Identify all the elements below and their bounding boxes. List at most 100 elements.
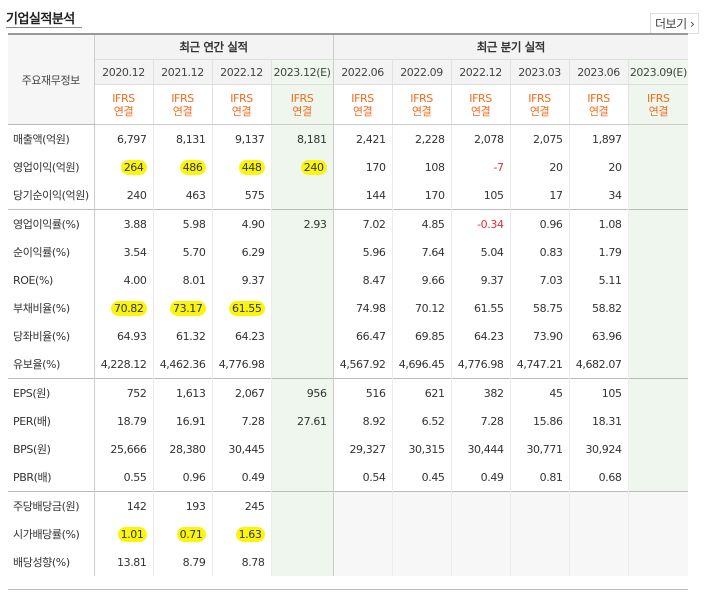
- period-header: 2020.12: [93, 59, 153, 85]
- row-label: 배당성향(%): [8, 548, 95, 576]
- cell-value: [332, 491, 393, 520]
- cell-value: 382: [450, 378, 511, 407]
- row-label: 당좌비율(%): [8, 322, 95, 350]
- cell-value: [270, 238, 334, 266]
- cell-value: [627, 548, 689, 576]
- ifrs-badge: IFRS 연결: [391, 84, 452, 125]
- cell-value: 34: [568, 181, 629, 210]
- cell-value: 575: [211, 181, 271, 210]
- cell-value: 8,131: [152, 124, 212, 153]
- ifrs-label: IFRS: [587, 91, 610, 105]
- cell-value: 108: [391, 153, 452, 181]
- highlighted-value: 61.55: [229, 300, 265, 316]
- table-row: PBR(배) 0.55 0.96 0.49 0.54 0.45 0.49 0.81 0.68: [8, 463, 689, 492]
- ifrs-label: IFRS: [171, 91, 194, 105]
- ifrs-badge: IFRS 연결: [152, 84, 212, 125]
- cell-value: 13.81: [93, 548, 153, 576]
- cell-value: 4,567.92: [332, 350, 393, 379]
- cell-value: 74.98: [332, 294, 393, 322]
- period-header: 2023.09(E): [627, 59, 689, 85]
- title-underline: [6, 27, 82, 28]
- ifrs-label: IFRS: [112, 91, 135, 105]
- cell-value: 9.37: [450, 266, 511, 294]
- cell-value: 5.70: [152, 238, 212, 266]
- row-label: 시가배당률(%): [8, 520, 95, 548]
- cell-value: [627, 463, 689, 492]
- cell-value: 0.49: [211, 463, 271, 492]
- cell-value: 8,181: [270, 124, 334, 153]
- cell-value: 0.83: [509, 238, 570, 266]
- cell-value: [270, 294, 334, 322]
- cell-value: 1.79: [568, 238, 629, 266]
- highlighted-value: 70.82: [111, 300, 147, 316]
- table-row: 배당성향(%) 13.81 8.79 8.78: [8, 548, 689, 576]
- cell-value: 2,078: [450, 124, 511, 153]
- table-row: 순이익률(%) 3.54 5.70 6.29 5.96 7.64 5.04 0.83 1.79: [8, 238, 689, 266]
- cell-value: 516: [332, 378, 393, 407]
- cell-value: 9.66: [391, 266, 452, 294]
- cell-value: 4.85: [391, 209, 452, 238]
- table-row: 매출액(억원) 6,797 8,131 9,137 8,181 2,421 2,228 2,0…: [8, 124, 689, 153]
- cell-value: 240: [270, 153, 334, 181]
- cell-value: [627, 124, 689, 153]
- row-label: 주당배당금(원): [8, 491, 95, 520]
- table-row: 영업이익률(%) 3.88 5.98 4.90 2.93 7.02 4.85 -0.34 0.9…: [8, 209, 689, 238]
- ifrs-label: IFRS: [528, 91, 551, 105]
- highlighted-value: 240: [300, 159, 327, 175]
- cell-value: [450, 548, 511, 576]
- cell-value: 105: [450, 181, 511, 210]
- cell-value: -7: [450, 153, 511, 181]
- cell-value: 5.96: [332, 238, 393, 266]
- cell-value: [509, 491, 570, 520]
- table-row: 시가배당률(%) 1.01 0.71 1.63: [8, 520, 689, 548]
- cell-value: 4,747.21: [509, 350, 570, 379]
- ifrs-badge: IFRS 연결: [450, 84, 511, 125]
- cell-value: 0.45: [391, 463, 452, 492]
- table-row: BPS(원) 25,666 28,380 30,445 29,327 30,315 30,4…: [8, 435, 689, 463]
- cell-value: 170: [391, 181, 452, 210]
- row-label: 매출액(억원): [8, 124, 95, 153]
- table-row: 당기순이익(억원) 240 463 575 144 170 105 17 34: [8, 181, 689, 210]
- cell-value: [270, 520, 334, 548]
- row-label: PER(배): [8, 407, 95, 435]
- cell-value: 8.01: [152, 266, 212, 294]
- cell-value: 64.23: [450, 322, 511, 350]
- cell-value: 8.79: [152, 548, 212, 576]
- cell-value: -0.34: [450, 209, 511, 238]
- cell-value: [627, 322, 689, 350]
- row-label: BPS(원): [8, 435, 95, 463]
- cell-value: 0.68: [568, 463, 629, 492]
- cell-value: 105: [568, 378, 629, 407]
- cell-value: 1.63: [211, 520, 271, 548]
- cell-value: [270, 266, 334, 294]
- table-bottom-border: [8, 589, 688, 590]
- cell-value: 15.86: [509, 407, 570, 435]
- cell-value: [627, 350, 689, 379]
- annual-group-header: 최근 연간 실적: [93, 34, 334, 60]
- cell-value: 27.61: [270, 407, 334, 435]
- ifrs-label: IFRS: [410, 91, 433, 105]
- row-label: 영업이익(억원): [8, 153, 95, 181]
- cell-value: [509, 520, 570, 548]
- cell-value: 7.64: [391, 238, 452, 266]
- cell-value: [450, 491, 511, 520]
- cell-value: 61.55: [450, 294, 511, 322]
- cell-value: 4,696.45: [391, 350, 452, 379]
- cell-value: [627, 209, 689, 238]
- ifrs-label: IFRS: [351, 91, 374, 105]
- period-header: 2022.12: [450, 59, 511, 85]
- cell-value: 61.32: [152, 322, 212, 350]
- cell-value: 956: [270, 378, 334, 407]
- cell-value: 20: [509, 153, 570, 181]
- cell-value: 7.28: [211, 407, 271, 435]
- cell-value: 18.79: [93, 407, 153, 435]
- cell-value: 5.98: [152, 209, 212, 238]
- cell-value: [627, 520, 689, 548]
- cell-value: 29,327: [332, 435, 393, 463]
- period-header: 2022.06: [332, 59, 393, 85]
- cell-value: 30,445: [211, 435, 271, 463]
- more-button[interactable]: 더보기 ›: [650, 13, 700, 34]
- cell-value: 448: [211, 153, 271, 181]
- cell-value: [627, 153, 689, 181]
- cell-value: 0.49: [450, 463, 511, 492]
